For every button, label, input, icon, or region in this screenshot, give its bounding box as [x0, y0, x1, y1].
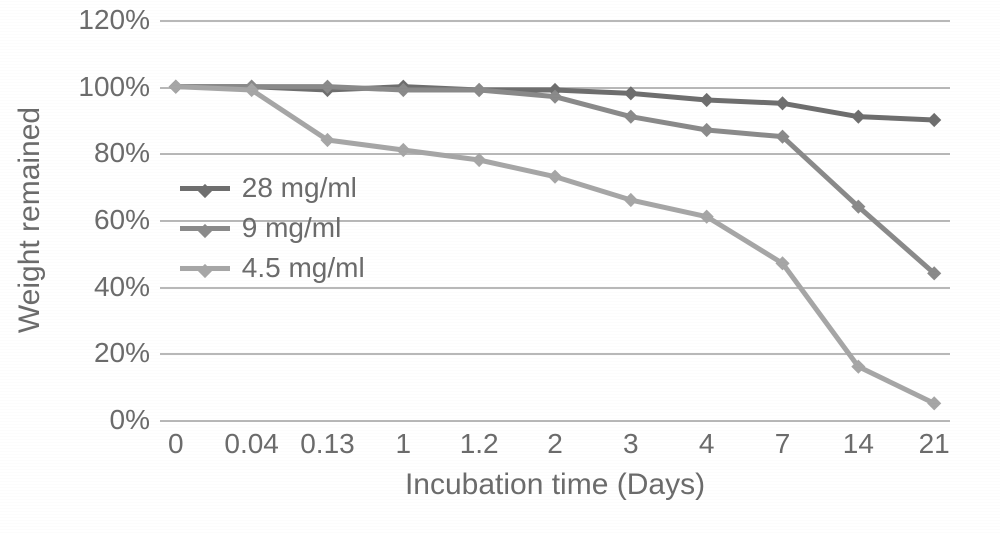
x-tick-label: 0	[168, 428, 184, 460]
y-tick-label: 20%	[50, 337, 150, 369]
legend-marker-diamond	[198, 183, 212, 197]
x-tick-label: 14	[843, 428, 874, 460]
marker-diamond	[700, 123, 714, 137]
marker-diamond	[700, 93, 714, 107]
y-tick-label: 0%	[50, 404, 150, 436]
x-tick-label: 3	[623, 428, 639, 460]
legend-item: 4.5 mg/ml	[180, 252, 365, 284]
marker-diamond	[624, 110, 638, 124]
x-axis-title: Incubation time (Days)	[405, 468, 705, 502]
x-tick-label: 1.2	[460, 428, 499, 460]
y-tick-label: 60%	[50, 204, 150, 236]
legend-line-sample	[180, 266, 230, 271]
marker-diamond	[472, 83, 486, 97]
legend-marker-diamond	[198, 263, 212, 277]
marker-diamond	[927, 113, 941, 127]
legend-item: 28 mg/ml	[180, 172, 365, 204]
x-tick-label: 21	[919, 428, 950, 460]
x-tick-label: 1	[396, 428, 412, 460]
marker-diamond	[472, 153, 486, 167]
y-tick-label: 100%	[50, 71, 150, 103]
marker-diamond	[775, 96, 789, 110]
marker-diamond	[851, 110, 865, 124]
y-tick-label: 40%	[50, 271, 150, 303]
marker-diamond	[624, 193, 638, 207]
marker-diamond	[548, 170, 562, 184]
y-tick-label: 120%	[50, 4, 150, 36]
legend: 28 mg/ml 9 mg/ml 4.5 mg/ml	[180, 172, 365, 284]
marker-diamond	[396, 143, 410, 157]
x-tick-label: 2	[547, 428, 563, 460]
y-axis-title: Weight remained	[13, 107, 47, 333]
legend-label: 4.5 mg/ml	[242, 252, 365, 284]
legend-marker-diamond	[198, 223, 212, 237]
x-tick-label: 0.04	[224, 428, 279, 460]
x-tick-label: 7	[775, 428, 791, 460]
y-tick-label: 80%	[50, 137, 150, 169]
x-tick-label: 0.13	[300, 428, 355, 460]
x-tick-label: 4	[699, 428, 715, 460]
marker-diamond	[624, 86, 638, 100]
marker-diamond	[169, 80, 183, 94]
legend-label: 28 mg/ml	[242, 172, 357, 204]
gridline	[160, 420, 950, 422]
legend-line-sample	[180, 226, 230, 231]
chart-stage: 0% 20% 40% 60% 80% 100% 120% 0 0.04 0.13 1 1.2 2 3 4 7 1…	[0, 0, 1000, 533]
legend-line-sample	[180, 186, 230, 191]
legend-item: 9 mg/ml	[180, 212, 365, 244]
legend-label: 9 mg/ml	[242, 212, 342, 244]
